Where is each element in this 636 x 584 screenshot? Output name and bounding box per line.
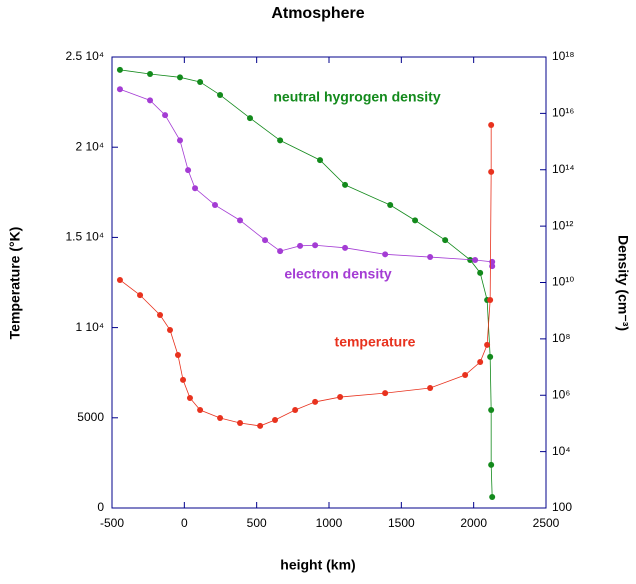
data-point (147, 70, 154, 77)
plot-frame (111, 56, 547, 509)
data-point (197, 78, 204, 85)
y2-tick-label: 10⁸ (552, 331, 570, 345)
data-point (116, 66, 123, 73)
data-point (412, 217, 419, 224)
y-tick-label: 2.5 10⁴ (65, 49, 104, 63)
data-point (176, 74, 183, 81)
data-point (312, 398, 319, 405)
data-point (272, 416, 279, 423)
data-point (237, 420, 244, 427)
data-point (442, 237, 449, 244)
data-point (484, 341, 491, 348)
y-tick-label: 0 (97, 500, 104, 514)
data-point (167, 326, 174, 333)
x-tick-label: 2000 (460, 516, 487, 530)
data-point (180, 376, 187, 383)
data-point (342, 181, 349, 188)
data-point (116, 276, 123, 283)
data-point (337, 394, 344, 401)
data-point (292, 407, 299, 414)
series-label: electron density (284, 266, 392, 282)
x-tick-label: 1500 (388, 516, 415, 530)
data-point (186, 394, 193, 401)
data-point (185, 167, 192, 174)
data-point (174, 352, 181, 359)
data-point (157, 311, 164, 318)
y2-tick-label: 10¹⁶ (552, 106, 574, 120)
data-point (277, 248, 284, 255)
data-point (427, 254, 434, 261)
data-point (488, 406, 495, 413)
y-tick-label: 2 10⁴ (75, 139, 104, 153)
y-tick-label: 5000 (77, 410, 104, 424)
series-label: neutral hygrogen density (273, 89, 440, 105)
chart-title: Atmosphere (271, 5, 364, 22)
data-point (488, 122, 495, 129)
y2-tick-label: 10⁴ (552, 444, 571, 458)
data-point (176, 137, 183, 144)
data-point (487, 353, 494, 360)
y2-tick-label: 100 (552, 500, 572, 514)
series-label: temperature (335, 334, 416, 350)
y2-tick-label: 10⁶ (552, 387, 570, 401)
y2-tick-label: 10¹² (552, 218, 573, 232)
data-point (382, 251, 389, 258)
data-point (257, 422, 264, 429)
x-tick-label: 500 (247, 516, 267, 530)
data-point (217, 414, 224, 421)
data-point (472, 256, 479, 263)
data-point (477, 269, 484, 276)
data-point (489, 494, 496, 501)
data-point (147, 97, 154, 104)
data-point (137, 292, 144, 299)
y2-tick-label: 10¹⁸ (552, 49, 574, 63)
series-line (119, 88, 493, 267)
y-tick-label: 1.5 10⁴ (65, 230, 104, 244)
data-point (342, 244, 349, 251)
x-axis-label: height (km) (280, 557, 355, 573)
data-point (217, 91, 224, 98)
data-point (488, 461, 495, 468)
data-point (277, 137, 284, 144)
data-point (312, 242, 319, 249)
y2-tick-label: 10¹⁴ (552, 162, 575, 176)
y2-axis-label: Density (cm⁻³) (615, 235, 631, 331)
data-point (247, 115, 254, 122)
data-point (197, 407, 204, 414)
data-point (116, 86, 123, 93)
data-point (382, 390, 389, 397)
x-tick-label: 2500 (533, 516, 560, 530)
data-point (262, 237, 269, 244)
x-tick-label: 1000 (316, 516, 343, 530)
data-point (487, 296, 494, 303)
data-point (427, 385, 434, 392)
data-point (462, 372, 469, 379)
y2-tick-label: 10¹⁰ (552, 275, 574, 289)
data-point (387, 202, 394, 209)
data-point (192, 185, 199, 192)
data-point (477, 359, 484, 366)
y-tick-label: 1 10⁴ (75, 320, 104, 334)
data-point (488, 168, 495, 175)
data-point (162, 112, 169, 119)
data-point (237, 217, 244, 224)
data-point (297, 242, 304, 249)
y-axis-label: Temperature (°K) (7, 227, 23, 340)
data-point (212, 202, 219, 209)
x-tick-label: -500 (100, 516, 124, 530)
data-point (317, 157, 324, 164)
x-tick-label: 0 (181, 516, 188, 530)
